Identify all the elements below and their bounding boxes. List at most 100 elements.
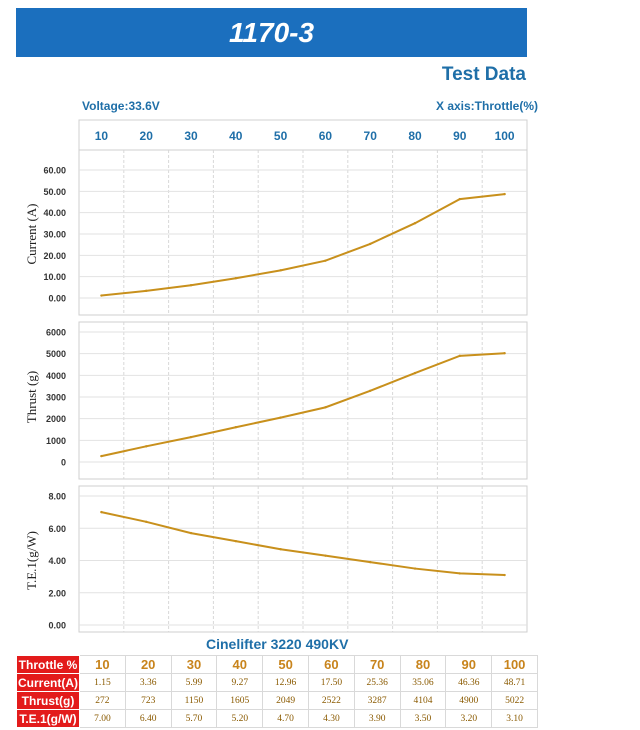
y-tick-label: 1000: [46, 436, 66, 446]
y-tick-label: 50.00: [43, 187, 66, 197]
y-tick-label: 2000: [46, 414, 66, 424]
table-cell: 48.71: [491, 673, 538, 692]
data-point: [279, 548, 282, 551]
table-cell: 723: [124, 691, 172, 710]
data-point: [369, 389, 372, 392]
table-cell: 20: [124, 655, 172, 674]
page-title: 1170-3: [228, 16, 315, 48]
table-row-header: Thrust(g): [16, 691, 80, 710]
table-cell: 90: [445, 655, 493, 674]
table-cell: 2522: [307, 691, 355, 710]
table-cell: 4104: [399, 691, 447, 710]
y-tick-label: 4.00: [48, 556, 66, 566]
table-row: T.E.1(g/W) 7.00 6.40 5.70 5.20 4.70 4.30 3.90 3.…: [16, 709, 538, 728]
x-axis-label: X axis:Throttle(%): [435, 99, 538, 113]
y-tick-label: 2.00: [48, 588, 66, 598]
table-row: Throttle % 10 20 30 40 50 60 70 80 90 100: [16, 655, 538, 674]
subtitle: Test Data: [441, 64, 526, 85]
data-point: [234, 277, 237, 280]
table-cell: 46.36: [445, 673, 493, 692]
y-tick-label: 6000: [46, 328, 66, 338]
data-point: [100, 294, 103, 297]
data-point: [324, 554, 327, 557]
data-point: [145, 445, 148, 448]
y-tick-label: 40.00: [43, 208, 66, 218]
x-tick-label: 50: [274, 129, 288, 143]
y-axis-title: Thrust (g): [24, 371, 39, 423]
data-point: [413, 567, 417, 570]
series-line: [101, 352, 505, 458]
y-tick-label: 5000: [46, 349, 66, 359]
table-cell: 5.70: [170, 709, 218, 728]
table-cell: 1605: [216, 691, 264, 710]
x-tick-label: 40: [229, 129, 243, 143]
table-cell: 3.50: [399, 709, 447, 728]
y-tick-label: 10.00: [43, 272, 66, 282]
table-row-header: T.E.1(g/W): [16, 709, 80, 728]
table-cell: 5.99: [170, 673, 218, 692]
data-point: [100, 454, 103, 458]
y-tick-label: 3000: [46, 393, 66, 403]
voltage-label: Voltage:33.6V: [82, 99, 160, 113]
y-axis-title: Current (A): [24, 203, 39, 264]
data-point: [458, 197, 461, 201]
data-point: [458, 572, 461, 575]
data-point: [279, 269, 282, 272]
table-cell: 1.15: [79, 673, 126, 692]
data-point: [234, 539, 237, 543]
table-cell: 9.27: [216, 673, 264, 692]
table-cell: 3.20: [445, 709, 493, 728]
table-cell: 100: [491, 655, 538, 674]
y-tick-label: 30.00: [43, 230, 66, 240]
y-tick-label: 0.00: [48, 294, 66, 304]
data-point: [324, 259, 327, 262]
table-cell: 4.70: [262, 709, 309, 728]
table-cell: 3.36: [124, 673, 172, 692]
x-tick-label: 10: [95, 129, 109, 143]
data-point: [145, 289, 148, 293]
table-cell: 12.96: [262, 673, 309, 692]
x-tick-label: 100: [495, 129, 515, 143]
table-cell: 25.36: [353, 673, 401, 692]
data-point: [413, 222, 417, 225]
series-line: [101, 511, 505, 577]
title-bar: 1170-3: [16, 8, 527, 57]
table-cell: 30: [170, 655, 218, 674]
table-cell: 3.10: [491, 709, 538, 728]
y-tick-label: 0: [61, 458, 66, 468]
x-tick-label: 90: [453, 129, 467, 143]
data-point: [503, 573, 506, 577]
charts-svg: 10 20 30 40 50 60 70 80 90 100 0.00 10.00 20.00 30.00…: [24, 119, 528, 633]
data-point: [189, 531, 193, 535]
table-cell: 4.30: [307, 709, 355, 728]
x-tick-label: 20: [140, 129, 154, 143]
data-point: [458, 354, 461, 358]
table-row: Thrust(g) 272 723 1150 1605 2049 2522 3287 4104 4…: [16, 691, 538, 710]
data-point: [189, 435, 193, 439]
table-cell: 10: [79, 655, 126, 674]
table-cell: 272: [79, 691, 126, 710]
data-point: [145, 520, 148, 523]
model-label: Cinelifter 3220 490KV: [206, 636, 349, 652]
table-cell: 1150: [170, 691, 218, 710]
table-row: Current(A) 1.15 3.36 5.99 9.27 12.96 17.50 25.3…: [16, 673, 538, 692]
x-tick-label: 60: [319, 129, 333, 143]
x-tick-label: 30: [184, 129, 198, 143]
table-cell: 5.20: [216, 709, 264, 728]
table-cell: 40: [216, 655, 264, 674]
y-tick-label: 6.00: [48, 524, 66, 534]
data-point: [503, 351, 506, 355]
data-point: [234, 426, 237, 429]
y-tick-label: 8.00: [48, 492, 66, 502]
x-tick-label: 70: [364, 129, 378, 143]
data-point: [369, 560, 372, 564]
table-cell: 70: [353, 655, 401, 674]
series-line: [101, 193, 505, 297]
table-cell: 2049: [262, 691, 309, 710]
data-point: [100, 510, 103, 514]
table-cell: 60: [307, 655, 355, 674]
table-cell: 80: [399, 655, 447, 674]
y-axis-title: T.E.1(g/W): [24, 531, 39, 590]
chart-panel: [78, 321, 528, 480]
table-cell: 4900: [445, 691, 493, 710]
